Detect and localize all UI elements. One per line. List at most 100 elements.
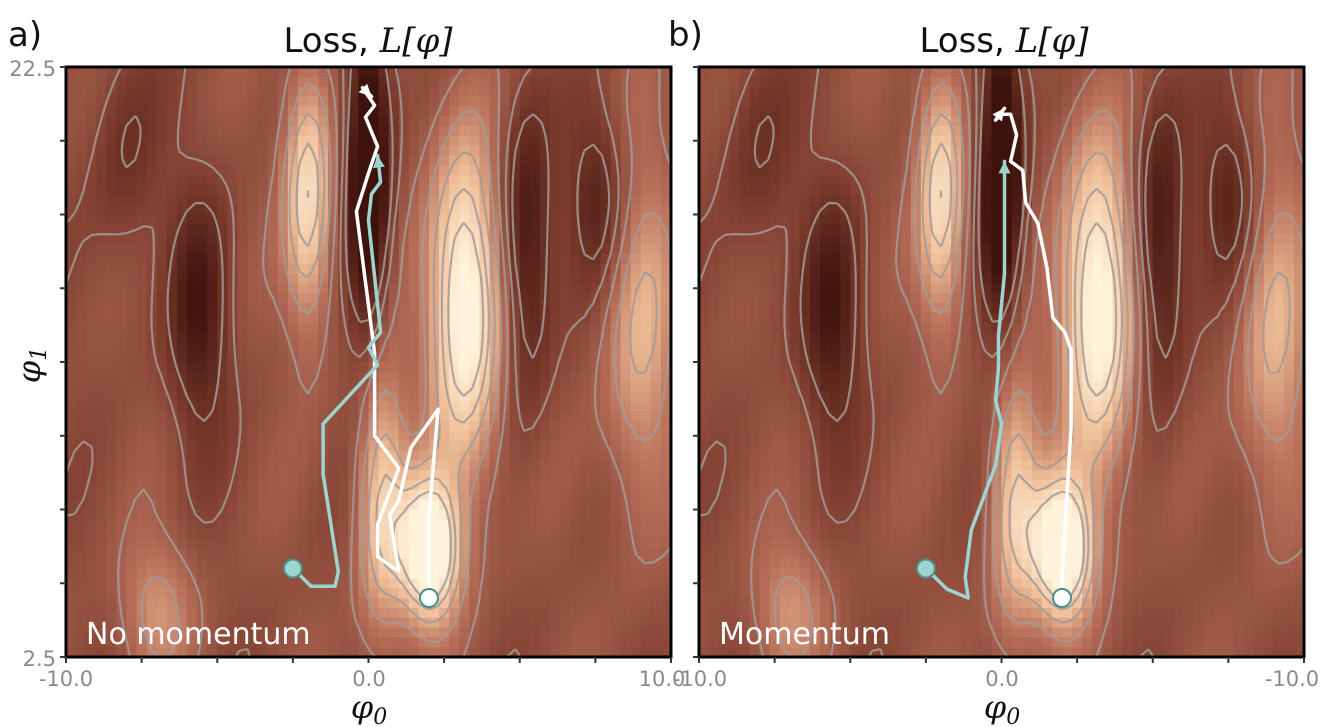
heatmap-cell	[650, 342, 662, 353]
heatmap-cell	[439, 440, 450, 452]
heatmap-cell	[318, 637, 329, 648]
heatmap-cell	[519, 293, 531, 304]
heatmap-cell	[237, 450, 249, 461]
heatmap-cell	[499, 578, 511, 589]
heatmap-cell	[429, 185, 440, 196]
heatmap-cell	[459, 194, 470, 206]
heatmap-cell	[86, 204, 97, 216]
heatmap-cell	[388, 371, 400, 383]
heatmap-cell	[166, 509, 178, 520]
heatmap-cell	[308, 204, 319, 216]
heatmap-cell	[176, 116, 188, 127]
heatmap-cell	[580, 499, 591, 511]
heatmap-cell	[830, 234, 841, 245]
heatmap-cell	[308, 155, 319, 166]
heatmap-cell	[106, 509, 118, 520]
heatmap-cell	[187, 165, 198, 176]
heatmap-cell	[539, 391, 551, 402]
heatmap-cell	[1001, 106, 1013, 117]
heatmap-cell	[769, 253, 781, 265]
heatmap-cell	[560, 312, 571, 324]
heatmap-cell	[550, 391, 561, 402]
heatmap-cell	[237, 519, 249, 530]
heatmap-cell	[449, 401, 460, 412]
heatmap-cell	[429, 539, 440, 550]
heatmap-cell	[116, 558, 128, 570]
heatmap-cell	[850, 76, 861, 88]
heatmap-cell	[358, 135, 370, 147]
heatmap-cell	[227, 145, 239, 157]
heatmap-cell	[509, 519, 521, 530]
heatmap-cell	[509, 234, 521, 245]
heatmap-cell	[418, 283, 430, 294]
heatmap-cell	[459, 568, 470, 579]
heatmap-cell	[1283, 126, 1295, 137]
heatmap-cell	[650, 460, 662, 471]
heatmap-cell	[600, 371, 612, 383]
heatmap-cell	[267, 263, 279, 275]
heatmap-cell	[1243, 126, 1255, 137]
heatmap-cell	[136, 194, 148, 206]
heatmap-cell	[197, 352, 208, 363]
heatmap-cell	[287, 185, 299, 196]
heatmap-cell	[136, 293, 148, 304]
heatmap-cell	[187, 76, 198, 88]
heatmap-cell	[156, 391, 168, 402]
heatmap-cell	[287, 371, 299, 383]
heatmap-cell	[709, 185, 720, 196]
heatmap-cell	[176, 293, 188, 304]
heatmap-cell	[86, 421, 97, 432]
heatmap-cell	[900, 283, 912, 294]
heatmap-cell	[76, 352, 87, 363]
heatmap-cell	[1092, 86, 1103, 98]
heatmap-cell	[860, 76, 872, 88]
heatmap-cell	[237, 558, 249, 570]
heatmap-cell	[187, 558, 198, 570]
heatmap-cell	[287, 381, 299, 393]
heatmap-cell	[640, 430, 652, 442]
heatmap-cell	[66, 253, 77, 265]
heatmap-cell	[197, 244, 208, 255]
heatmap-cell	[96, 106, 107, 117]
heatmap-cell	[590, 312, 602, 324]
heatmap-cell	[287, 273, 299, 284]
heatmap-cell	[1263, 214, 1275, 225]
heatmap-cell	[318, 401, 329, 412]
heatmap-cell	[570, 637, 581, 648]
heatmap-cell	[176, 244, 188, 255]
heatmap-cell	[610, 529, 622, 540]
heatmap-cell	[308, 450, 319, 461]
heatmap-cell	[1122, 126, 1134, 137]
heatmap-cell	[86, 145, 97, 157]
heatmap-cell	[580, 470, 591, 481]
heatmap-cell	[106, 155, 118, 166]
heatmap-cell	[86, 234, 97, 245]
heatmap-cell	[479, 607, 491, 619]
heatmap-cell	[600, 637, 612, 648]
heatmap-cell	[479, 470, 491, 481]
heatmap-cell	[1062, 204, 1073, 216]
heatmap-cell	[1172, 214, 1184, 225]
heatmap-cell	[1243, 106, 1255, 117]
heatmap-cell	[1183, 273, 1194, 284]
heatmap-cell	[388, 637, 400, 648]
heatmap-cell	[769, 194, 781, 206]
heatmap-cell	[106, 499, 118, 511]
heatmap-cell	[348, 539, 360, 550]
heatmap-cell	[469, 588, 481, 599]
heatmap-cell	[830, 76, 841, 88]
heatmap-cell	[1172, 194, 1184, 206]
heatmap-cell	[247, 116, 259, 127]
heatmap-cell	[1273, 234, 1285, 245]
heatmap-cell	[941, 283, 952, 294]
heatmap-cell	[890, 155, 902, 166]
heatmap-cell	[247, 588, 259, 599]
heatmap-cell	[106, 86, 118, 98]
heatmap-cell	[1183, 175, 1194, 186]
heatmap-cell	[1142, 86, 1154, 98]
heatmap-cell	[197, 489, 208, 501]
heatmap-cell	[1213, 116, 1224, 127]
heatmap-cell	[237, 460, 249, 471]
heatmap-cell	[66, 303, 77, 314]
heatmap-cell	[519, 411, 531, 422]
